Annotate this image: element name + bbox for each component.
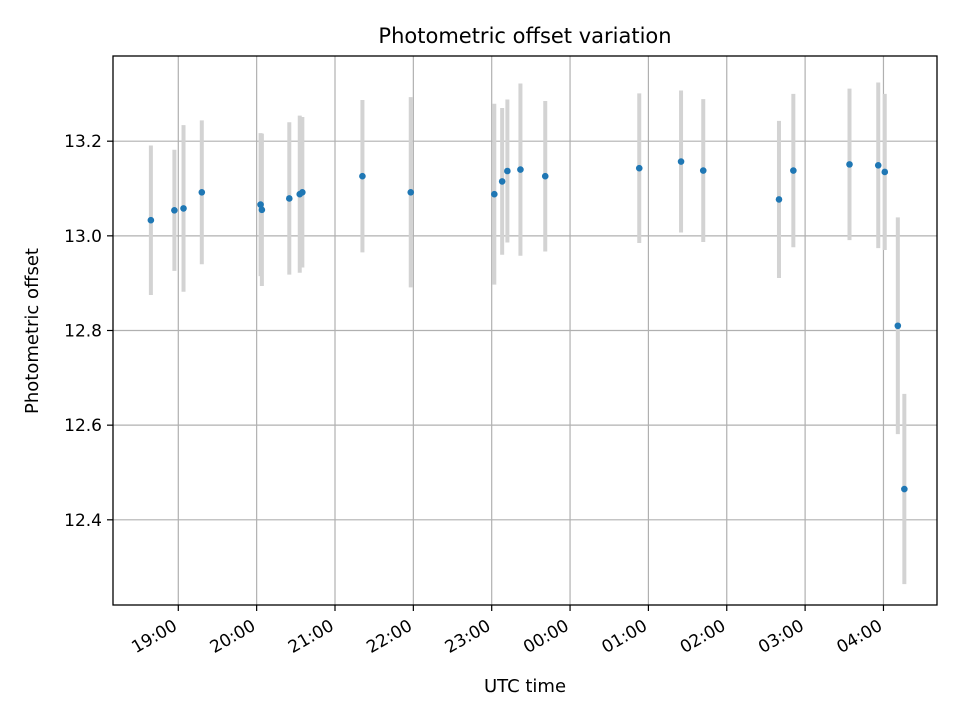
x-tick-label: 21:00 <box>285 616 337 658</box>
data-point <box>407 189 415 196</box>
data-point <box>504 167 511 175</box>
data-point <box>699 167 707 174</box>
data-point <box>198 189 206 196</box>
data-point <box>257 201 264 208</box>
data-point <box>541 172 549 180</box>
x-tick-label: 03:00 <box>755 616 807 658</box>
y-axis-label: Photometric offset <box>22 248 43 414</box>
y-tick-label: 12.6 <box>64 416 102 436</box>
data-point <box>901 485 908 493</box>
y-tick-label: 13.2 <box>64 132 102 152</box>
x-axis-label: UTC time <box>484 676 566 697</box>
x-tick-label: 20:00 <box>207 616 259 658</box>
y-tick-label: 13.0 <box>64 227 102 247</box>
data-point <box>299 189 306 196</box>
data-point <box>171 206 178 214</box>
data-point <box>491 190 498 198</box>
x-tick-label: 23:00 <box>442 616 494 658</box>
data-point <box>775 196 783 203</box>
data-point <box>147 216 155 224</box>
error-bars <box>148 82 907 585</box>
x-tick-label: 04:00 <box>834 616 886 658</box>
data-point <box>635 164 643 172</box>
x-tick-label: 22:00 <box>363 616 415 658</box>
y-tick-label: 12.4 <box>64 511 102 531</box>
data-point <box>285 195 293 202</box>
y-tick-label: 12.8 <box>64 322 102 342</box>
x-tick-label: 00:00 <box>520 616 572 658</box>
y-axis-ticks: 12.4 12.6 12.8 13.0 13.2 <box>64 132 113 531</box>
data-point <box>881 168 889 176</box>
data-point <box>790 167 797 174</box>
data-point <box>498 178 506 185</box>
grid <box>113 56 937 605</box>
data-point <box>894 322 902 330</box>
data-point <box>846 161 853 168</box>
data-point <box>517 166 524 173</box>
x-axis-ticks: 19:00 20:00 21:00 22:00 23:00 00:00 01:00 02:00… <box>128 605 886 658</box>
data-point <box>359 172 366 180</box>
data-point <box>180 205 187 212</box>
x-tick-label: 02:00 <box>677 616 729 658</box>
data-points <box>147 158 908 493</box>
data-point <box>677 158 685 165</box>
x-tick-label: 01:00 <box>598 616 650 658</box>
chart-title: Photometric offset variation <box>378 24 671 48</box>
x-tick-label: 19:00 <box>128 616 180 658</box>
data-point <box>258 206 266 214</box>
data-point <box>874 162 882 169</box>
